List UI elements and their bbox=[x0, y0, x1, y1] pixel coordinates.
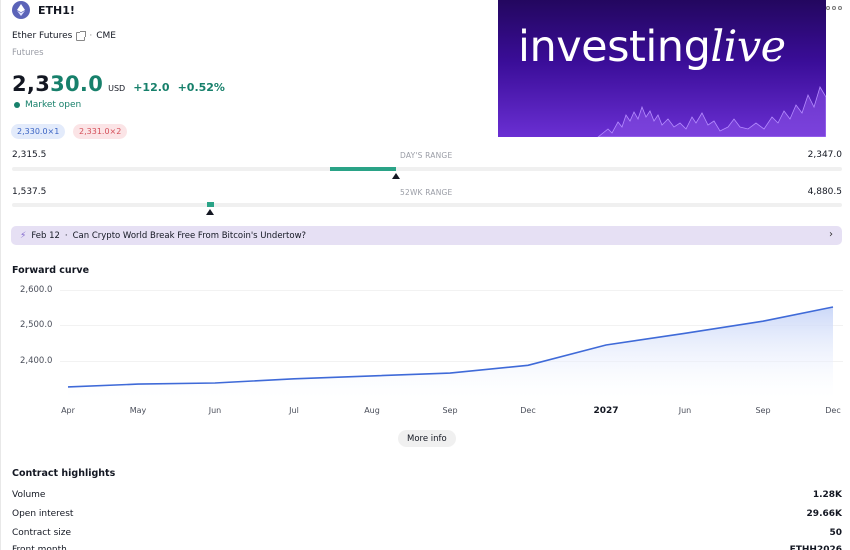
news-headline: Can Crypto World Break Free From Bitcoin… bbox=[72, 230, 307, 241]
x-tick-label: Sep bbox=[755, 406, 771, 415]
last-price-prefix: 2,3 bbox=[12, 72, 51, 96]
separator: · bbox=[89, 31, 93, 41]
y-tick-2400: 2,400.0 bbox=[20, 356, 53, 366]
week52-range-track bbox=[12, 202, 842, 207]
symbol-header: ETH1! bbox=[12, 1, 75, 19]
status-dot-icon bbox=[14, 102, 20, 108]
ethereum-icon bbox=[12, 1, 30, 19]
week52-range-marker-icon bbox=[206, 209, 214, 215]
x-tick-label: May bbox=[129, 406, 147, 415]
news-headline-bar[interactable]: ⚡ Feb 12 · Can Crypto World Break Free F… bbox=[11, 226, 842, 245]
currency: USD bbox=[108, 84, 126, 93]
x-tick-label: Jul bbox=[289, 406, 299, 415]
x-tick-label: Apr bbox=[61, 406, 75, 415]
gridline bbox=[60, 290, 843, 291]
chevron-right-icon: › bbox=[829, 229, 833, 240]
more-options-icon[interactable] bbox=[826, 6, 842, 10]
day-range-track bbox=[12, 167, 842, 171]
investinglive-banner: investinglive bbox=[498, 0, 826, 137]
y-tick-2600: 2,600.0 bbox=[20, 285, 53, 295]
news-separator: · bbox=[64, 230, 68, 241]
exchange-name[interactable]: CME bbox=[96, 31, 116, 41]
banner-brand-b: live bbox=[710, 22, 786, 72]
volume-value: 1.28K bbox=[812, 490, 842, 500]
volume-label: Volume bbox=[12, 490, 46, 500]
front-month-value: ETHH2026 bbox=[789, 545, 842, 550]
forward-curve-title: Forward curve bbox=[12, 265, 90, 276]
day-range-label: DAY'S RANGE bbox=[400, 151, 453, 160]
instrument-name[interactable]: Ether Futures bbox=[12, 31, 73, 41]
banner-sparkline-icon bbox=[597, 86, 826, 137]
contract-highlights-title: Contract highlights bbox=[12, 468, 116, 479]
news-date: Feb 12 bbox=[31, 230, 60, 241]
banner-logo: investinglive bbox=[518, 22, 786, 72]
market-status: Market open bbox=[14, 100, 81, 110]
lightning-icon: ⚡ bbox=[20, 230, 27, 241]
instrument-type: Futures bbox=[12, 48, 44, 58]
price-change: +12.0 bbox=[133, 81, 170, 94]
x-tick-label: Jun bbox=[208, 406, 222, 415]
week52-range-fill bbox=[207, 202, 214, 207]
panel-border bbox=[0, 0, 1, 550]
forward-curve-chart bbox=[67, 306, 834, 398]
bid-badge: 2,330.0×1 bbox=[11, 124, 66, 139]
week52-range-high: 4,880.5 bbox=[807, 187, 842, 197]
open-interest-value: 29.66K bbox=[806, 509, 842, 519]
price-row: 2,3 30.0 USD +12.0 +0.52% bbox=[12, 72, 225, 96]
market-status-text: Market open bbox=[25, 100, 82, 110]
day-range-marker-icon bbox=[392, 173, 400, 179]
symbol-ticker[interactable]: ETH1! bbox=[38, 3, 75, 17]
x-tick-label: 2027 bbox=[593, 406, 619, 416]
week52-range-label: 52WK RANGE bbox=[400, 188, 453, 197]
gridline bbox=[60, 325, 843, 326]
last-price-suffix: 30.0 bbox=[50, 72, 104, 96]
x-tick-label: Jun bbox=[678, 406, 692, 415]
day-range-low: 2,315.5 bbox=[12, 150, 47, 160]
more-info-button[interactable]: More info bbox=[398, 430, 456, 447]
x-tick-label: Dec bbox=[520, 406, 536, 415]
day-range-high: 2,347.0 bbox=[807, 150, 842, 160]
gridline bbox=[60, 361, 843, 362]
contract-size-value: 50 bbox=[829, 528, 842, 538]
open-interest-label: Open interest bbox=[12, 509, 74, 519]
front-month-label: Front month bbox=[12, 545, 67, 550]
price-change-percent: +0.52% bbox=[177, 81, 225, 94]
x-tick-label: Aug bbox=[364, 406, 380, 415]
instrument-name-row: Ether Futures · CME bbox=[12, 30, 116, 41]
ask-badge: 2,331.0×2 bbox=[73, 124, 128, 139]
x-tick-label: Sep bbox=[442, 406, 458, 415]
banner-brand-a: investing bbox=[518, 22, 711, 72]
y-tick-2500: 2,500.0 bbox=[20, 320, 53, 330]
day-range-fill bbox=[330, 167, 396, 171]
x-tick-label: Dec bbox=[825, 406, 841, 415]
external-link-icon[interactable] bbox=[76, 30, 87, 41]
contract-size-label: Contract size bbox=[12, 528, 72, 538]
week52-range-low: 1,537.5 bbox=[12, 187, 47, 197]
